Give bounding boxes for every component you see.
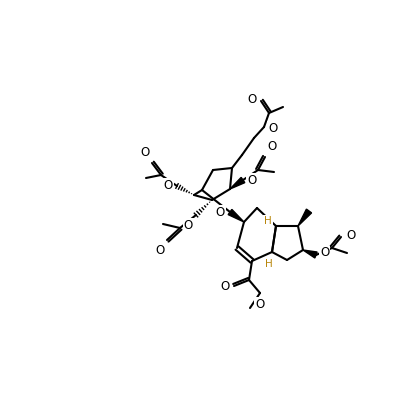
Text: O: O — [141, 146, 150, 159]
Text: O: O — [248, 92, 257, 105]
Polygon shape — [298, 209, 312, 226]
Polygon shape — [303, 250, 317, 258]
Polygon shape — [230, 177, 245, 189]
Text: O: O — [267, 140, 276, 153]
Text: H: H — [265, 259, 273, 269]
Text: O: O — [164, 179, 173, 192]
Text: O: O — [268, 122, 277, 135]
Text: O: O — [156, 244, 165, 257]
Text: O: O — [221, 280, 230, 293]
Text: O: O — [216, 205, 225, 218]
Polygon shape — [228, 209, 244, 222]
Text: O: O — [320, 246, 329, 260]
Text: O: O — [184, 219, 193, 232]
Text: O: O — [346, 228, 355, 241]
Text: O: O — [255, 298, 265, 311]
Text: O: O — [247, 173, 256, 186]
Text: H: H — [264, 216, 272, 226]
